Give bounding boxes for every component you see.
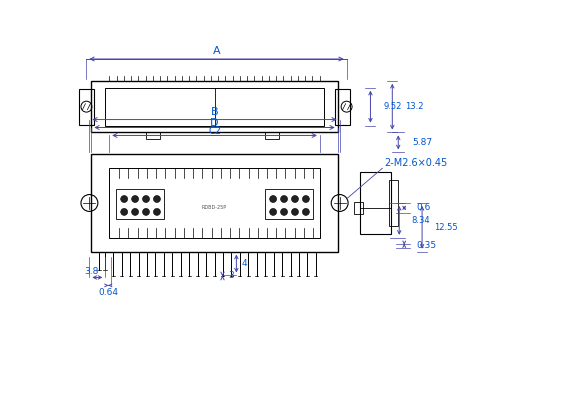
Text: 0.35: 0.35 [416,241,436,250]
Bar [389,180,398,226]
Text: 3: 3 [229,272,234,280]
Circle shape [153,208,160,215]
Text: 8.34: 8.34 [411,216,430,225]
Text: 5.87: 5.87 [412,138,432,147]
Bar [92,154,338,252]
Circle shape [153,196,160,202]
Text: 3.8: 3.8 [84,267,99,276]
Bar [116,189,164,219]
Circle shape [142,196,149,202]
Text: 13.2: 13.2 [405,102,424,111]
Bar [353,202,363,214]
Bar [265,132,279,140]
Bar [92,81,338,132]
Circle shape [303,208,310,215]
Circle shape [270,208,276,215]
Bar [265,189,313,219]
Circle shape [280,208,287,215]
Circle shape [270,196,276,202]
Text: C2: C2 [208,126,221,136]
Circle shape [121,208,128,215]
Circle shape [303,196,310,202]
Circle shape [292,196,298,202]
Text: A: A [213,46,220,56]
Circle shape [280,196,287,202]
Text: 0.64: 0.64 [99,288,118,297]
Bar [146,132,160,140]
Circle shape [121,196,128,202]
Bar [335,89,350,124]
Text: RDBD-25P: RDBD-25P [202,206,227,210]
Circle shape [292,208,298,215]
Circle shape [142,208,149,215]
Circle shape [132,196,139,202]
Text: 2-M2.6×0.45: 2-M2.6×0.45 [384,158,448,168]
Text: 4: 4 [241,259,247,268]
Bar [360,172,391,234]
Text: D: D [210,118,219,128]
Text: 0.6: 0.6 [416,204,430,212]
Circle shape [132,208,139,215]
Bar [106,88,324,126]
Bar [109,168,320,238]
Text: 9.52: 9.52 [384,102,402,111]
Text: 12.55: 12.55 [434,223,458,232]
Bar [79,89,94,124]
Text: B: B [210,107,219,117]
